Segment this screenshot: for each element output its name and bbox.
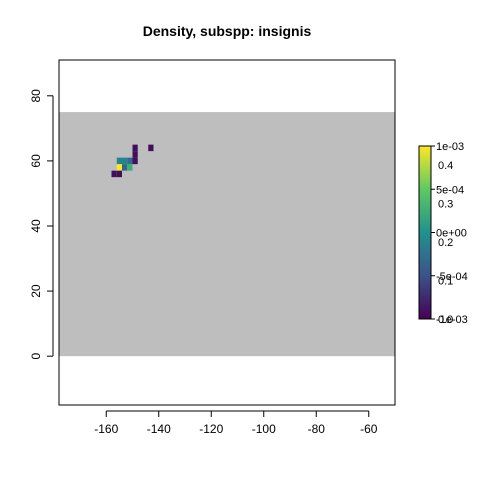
colorbar-label-secondary: 0.0 [438,314,453,326]
density-cell [122,164,128,171]
density-cell [127,157,133,165]
density-cell [148,144,154,152]
y-tick-label: 60 [29,154,43,168]
x-tick-label: -60 [360,422,378,436]
density-cell [127,164,133,171]
x-axis: -160 -140 -120 -100 -80 -60 [94,410,378,436]
x-tick-label: -100 [252,422,276,436]
x-tick-label: -140 [147,422,171,436]
colorbar-label-secondary: 0.3 [438,199,453,211]
colorbar-label-secondary: 0.1 [438,276,453,288]
density-cell [116,170,122,178]
y-tick-label: 40 [29,219,43,233]
colorbar-label: 0e+00 [436,228,467,240]
colorbar-label: -1e-03 [436,314,468,326]
density-cell [111,170,117,178]
plot-frame [58,59,396,406]
y-tick-label: 80 [29,89,43,103]
density-cell [132,157,138,165]
density-cell [132,151,138,158]
y-tick-label: 0 [29,353,43,360]
density-cell [116,157,122,165]
colorbar-label: 1e-03 [436,141,464,153]
y-tick-label: 20 [29,284,43,298]
colorbar [418,145,432,320]
density-cell [116,164,122,171]
x-tick-label: -160 [94,422,118,436]
chart-title: Density, subspp: insignis [143,23,312,39]
x-tick-label: -80 [308,422,326,436]
raster-background [59,112,395,357]
density-cell [132,144,138,152]
colorbar-legend: -1e-03 -5e-04 0e+00 5e-04 1e-03 0.0 0.1 0.2 0.3 0… [418,141,468,326]
colorbar-label: -5e-04 [436,271,468,283]
y-axis: 0 20 40 60 80 [29,89,54,360]
colorbar-label-secondary: 0.2 [438,237,453,249]
colorbar-label: 5e-04 [436,184,464,196]
density-cell [122,157,128,165]
x-tick-label: -120 [199,422,223,436]
colorbar-label-secondary: 0.4 [438,160,453,172]
plot-layer [58,59,396,406]
